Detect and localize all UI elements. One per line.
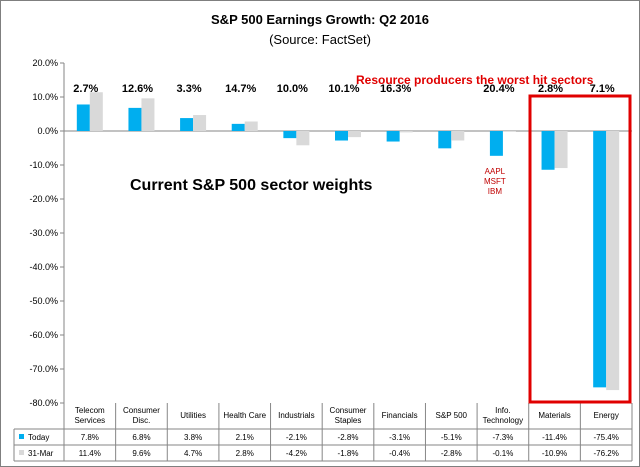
- table-cell-value: -1.8%: [338, 449, 359, 458]
- y-tick-label: 0.0%: [37, 126, 58, 136]
- category-label: S&P 500: [436, 411, 468, 420]
- bar-31-mar: [606, 131, 620, 391]
- y-tick-label: 10.0%: [32, 92, 58, 102]
- category-label: Health Care: [223, 411, 266, 420]
- y-tick-label: -20.0%: [29, 194, 58, 204]
- bar-today: [76, 104, 90, 131]
- bar-today: [386, 131, 400, 142]
- sector-weights-caption: Current S&P 500 sector weights: [130, 177, 373, 194]
- table-cell-value: -3.1%: [389, 433, 410, 442]
- legend-swatch: [19, 434, 24, 439]
- bar-31-mar: [348, 131, 361, 138]
- bar-31-mar: [244, 121, 258, 131]
- y-tick-label: -40.0%: [29, 262, 58, 272]
- sector-weight-label: 10.0%: [277, 83, 308, 95]
- y-tick-label: -70.0%: [29, 364, 58, 374]
- table-cell-value: -5.1%: [441, 433, 462, 442]
- table-cell-value: -4.2%: [286, 449, 307, 458]
- table-cell-value: 9.6%: [132, 449, 150, 458]
- bar-31-mar: [89, 92, 103, 131]
- category-label: Utilities: [180, 411, 206, 420]
- sector-weight-label: 16.3%: [380, 83, 411, 95]
- bar-today: [438, 131, 452, 149]
- tech-stock-label: AAPL: [485, 167, 506, 176]
- bar-31-mar: [399, 131, 413, 133]
- tech-stock-label: MSFT: [484, 177, 506, 186]
- y-tick-label: -50.0%: [29, 296, 58, 306]
- table-cell-value: 7.8%: [81, 433, 99, 442]
- bar-31-mar: [554, 131, 568, 169]
- bar-today: [180, 118, 194, 131]
- table-cell-value: -2.8%: [441, 449, 462, 458]
- sector-weight-label: 14.7%: [225, 83, 256, 95]
- table-cell-value: -2.8%: [338, 433, 359, 442]
- highlight-box: [528, 94, 632, 404]
- category-label: Telecom Services: [74, 406, 105, 425]
- data-table: Telecom Services Consumer Disc. Utilities Hea…: [13, 403, 633, 462]
- legend-swatch: [19, 450, 24, 455]
- category-label: Financials: [382, 411, 418, 420]
- y-tick-label: -30.0%: [29, 228, 58, 238]
- bar-today: [335, 131, 348, 141]
- bar-today: [231, 123, 245, 131]
- tech-stock-label: IBM: [488, 187, 503, 196]
- category-label: Materials: [538, 411, 570, 420]
- y-tick-label: -60.0%: [29, 330, 58, 340]
- sector-weight-label: 2.8%: [538, 83, 563, 95]
- bar-31-mar: [296, 131, 310, 146]
- table-cell-value: -0.1%: [492, 449, 513, 458]
- sector-weight-label: 7.1%: [590, 83, 615, 95]
- table-cell-value: 4.7%: [184, 449, 202, 458]
- bar-today: [593, 131, 607, 388]
- bar-31-mar: [451, 131, 465, 141]
- table-cell-value: 11.4%: [79, 449, 101, 458]
- bar-31-mar: [141, 98, 155, 131]
- category-label: Info. Technology: [483, 406, 523, 425]
- bar-31-mar: [193, 115, 207, 131]
- annotations: Current S&P 500 sector weights Resource …: [130, 73, 632, 404]
- table-cell-value: -10.9%: [542, 449, 567, 458]
- y-tick-label: 20.0%: [32, 58, 58, 68]
- table-cell-value: 2.1%: [236, 433, 254, 442]
- table-cell-value: 3.8%: [184, 433, 202, 442]
- chart-title: S&P 500 Earnings Growth: Q2 2016: [211, 12, 429, 27]
- category-label: Consumer Staples: [330, 406, 367, 425]
- y-tick-label: -10.0%: [29, 160, 58, 170]
- category-label: Energy: [594, 411, 619, 420]
- y-tick-label: -80.0%: [29, 398, 58, 408]
- table-cell-value: 6.8%: [132, 433, 150, 442]
- table-cell-value: -7.3%: [492, 433, 513, 442]
- bar-today: [541, 131, 555, 170]
- sector-weight-label: 12.6%: [122, 83, 153, 95]
- category-label: Industrials: [278, 411, 314, 420]
- highlight-caption: Resource producers the worst hit sectors: [356, 73, 594, 87]
- legend-label: 31-Mar: [28, 449, 54, 458]
- bar-today: [489, 131, 503, 156]
- sector-weight-label: 3.3%: [177, 83, 202, 95]
- bar-today: [128, 107, 142, 131]
- category-label: Consumer Disc.: [123, 406, 160, 425]
- bar-series: [76, 92, 620, 391]
- bar-31-mar: [502, 131, 516, 132]
- sector-weight-label: 2.7%: [73, 83, 98, 95]
- table-cell-value: -75.4%: [594, 433, 619, 442]
- sector-weight-labels: 2.7% 12.6% 3.3% 14.7% 10.0% 10.1% 16.3% 20.4% 2.…: [73, 83, 615, 95]
- sector-weight-label: 10.1%: [328, 83, 359, 95]
- sector-weight-label: 20.4%: [483, 83, 514, 95]
- table-cell-value: 2.8%: [236, 449, 254, 458]
- legend-label: Today: [28, 433, 49, 442]
- table-cell-value: -76.2%: [594, 449, 619, 458]
- bar-today: [283, 131, 297, 139]
- table-cell-value: -0.4%: [389, 449, 410, 458]
- chart-subtitle: (Source: FactSet): [269, 32, 371, 47]
- table-cell-value: -11.4%: [542, 433, 567, 442]
- table-cell-value: -2.1%: [286, 433, 307, 442]
